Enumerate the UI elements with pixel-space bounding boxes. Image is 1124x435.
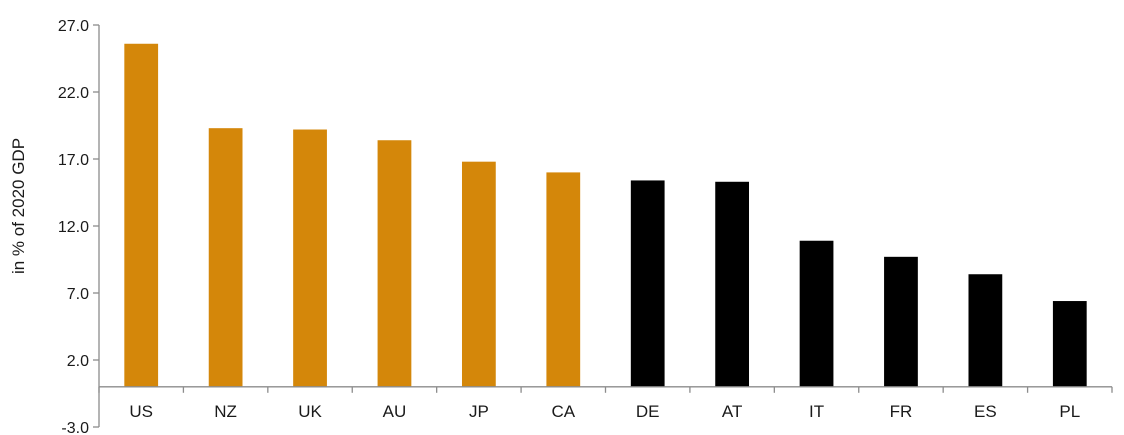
x-tick-label-de: DE <box>636 402 660 421</box>
x-ticks-group: US NZ UK AU JP CA DE AT IT FR ES PL <box>98 386 1113 421</box>
bar-de <box>630 180 665 387</box>
bar-at <box>715 181 750 387</box>
x-tick-label-ca: CA <box>551 402 575 421</box>
y-tick-label: 7.0 <box>67 286 89 303</box>
x-tick-label-fr: FR <box>890 402 913 421</box>
y-tick-label: 17.0 <box>58 152 89 169</box>
x-tick-label-jp: JP <box>469 402 489 421</box>
x-tick-label-es: ES <box>974 402 997 421</box>
bar-us <box>124 43 159 387</box>
x-tick-label-nz: NZ <box>214 402 237 421</box>
y-tick-label: 2.0 <box>67 353 89 370</box>
x-tick-label-at: AT <box>722 402 742 421</box>
bar-nz <box>208 128 243 387</box>
y-ticks-group: -3.0 2.0 7.0 12.0 17.0 22.0 27.0 <box>58 18 99 435</box>
x-tick-label-it: IT <box>809 402 824 421</box>
bar-uk <box>293 129 327 387</box>
bars-group <box>124 43 1087 387</box>
y-tick-label: 27.0 <box>58 18 89 35</box>
bar-fr <box>884 256 918 387</box>
y-axis-title: in % of 2020 GDP <box>9 138 28 274</box>
bar-jp <box>461 161 496 387</box>
bar-it <box>799 240 834 387</box>
y-tick-label: 22.0 <box>58 85 89 102</box>
x-tick-label-us: US <box>129 402 153 421</box>
y-tick-label: -3.0 <box>61 420 89 435</box>
x-tick-label-pl: PL <box>1059 402 1080 421</box>
bar-ca <box>546 172 581 387</box>
x-tick-label-au: AU <box>383 402 407 421</box>
bar-au <box>377 140 412 387</box>
y-tick-label: 12.0 <box>58 219 89 236</box>
bar-es <box>968 274 1003 387</box>
bar-pl <box>1052 301 1087 387</box>
x-tick-label-uk: UK <box>298 402 322 421</box>
